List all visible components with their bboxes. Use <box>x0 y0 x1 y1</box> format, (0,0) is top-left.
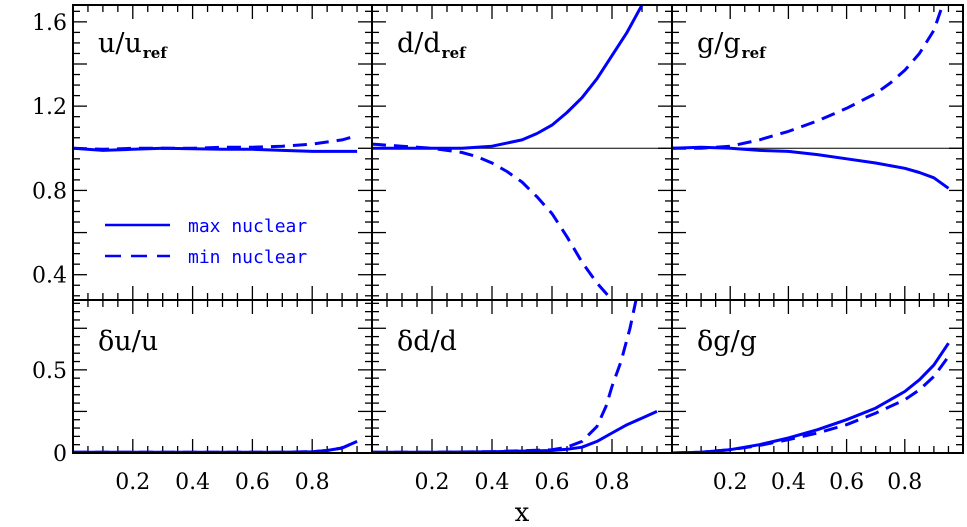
series-max-nuclear <box>672 145 950 190</box>
x-tick-label: 0.2 <box>713 470 748 495</box>
panel-title: u/u <box>98 28 142 59</box>
y-tick-label: 1.2 <box>32 95 67 120</box>
x-tick-label: 0.4 <box>771 470 806 495</box>
series-min-nuclear <box>672 5 945 150</box>
x-tick-label: 0.6 <box>235 470 270 495</box>
x-tick-label: 0.6 <box>535 470 570 495</box>
y-tick-label: 0.4 <box>32 264 67 289</box>
y-tick-label: 0.8 <box>32 179 67 204</box>
panel-title: g/g <box>697 28 741 59</box>
legend-label-max-nuclear: max nuclear <box>188 216 307 237</box>
panel-title: δd/d <box>397 326 457 357</box>
panel-frame <box>671 299 964 454</box>
series-max-nuclear <box>73 440 358 453</box>
panel-title: δu/u <box>98 326 158 357</box>
x-tick-label: 0.8 <box>595 470 630 495</box>
y-tick-label: 1.6 <box>32 11 67 36</box>
panel-title: δg/g <box>697 326 757 357</box>
panel-title-subscript: ref <box>742 44 767 62</box>
panel-title-subscript: ref <box>442 44 467 62</box>
legend-label-min-nuclear: min nuclear <box>188 247 307 268</box>
series-max-nuclear <box>372 5 644 150</box>
panel-title-subscript: ref <box>143 44 168 62</box>
panel-top-right: g/g ref <box>671 4 964 301</box>
y-tick-label: 0 <box>53 442 67 467</box>
panel-bottom-left: 0 0.5 0.2 0.4 0.6 0.8 δu/u <box>32 299 373 495</box>
panel-top-middle: d/d ref <box>371 4 673 301</box>
series-min-nuclear <box>73 134 358 151</box>
x-tick-label: 0.4 <box>475 470 510 495</box>
panel-bottom-right: 0.2 0.4 0.6 0.8 δg/g <box>671 299 964 495</box>
panel-bottom-middle: 0.2 0.4 0.6 0.8 δd/d <box>371 299 673 495</box>
x-tick-label: 0.2 <box>415 470 450 495</box>
x-tick-label: 0.2 <box>115 470 150 495</box>
panel-frame <box>371 299 673 454</box>
y-tick-label: 0.5 <box>32 359 67 384</box>
x-tick-label: 0.6 <box>829 470 864 495</box>
legend: max nuclear min nuclear <box>105 216 307 268</box>
panel-title: d/d <box>397 28 441 59</box>
series-max-nuclear <box>372 410 658 453</box>
series-min-nuclear <box>672 355 950 453</box>
x-axis-label: x <box>515 498 530 527</box>
x-tick-label: 0.4 <box>175 470 210 495</box>
panel-frame <box>72 299 373 454</box>
x-tick-label: 0.8 <box>295 470 330 495</box>
series-min-nuclear <box>372 142 614 300</box>
series-min-nuclear <box>372 300 638 453</box>
x-tick-label: 0.8 <box>887 470 922 495</box>
